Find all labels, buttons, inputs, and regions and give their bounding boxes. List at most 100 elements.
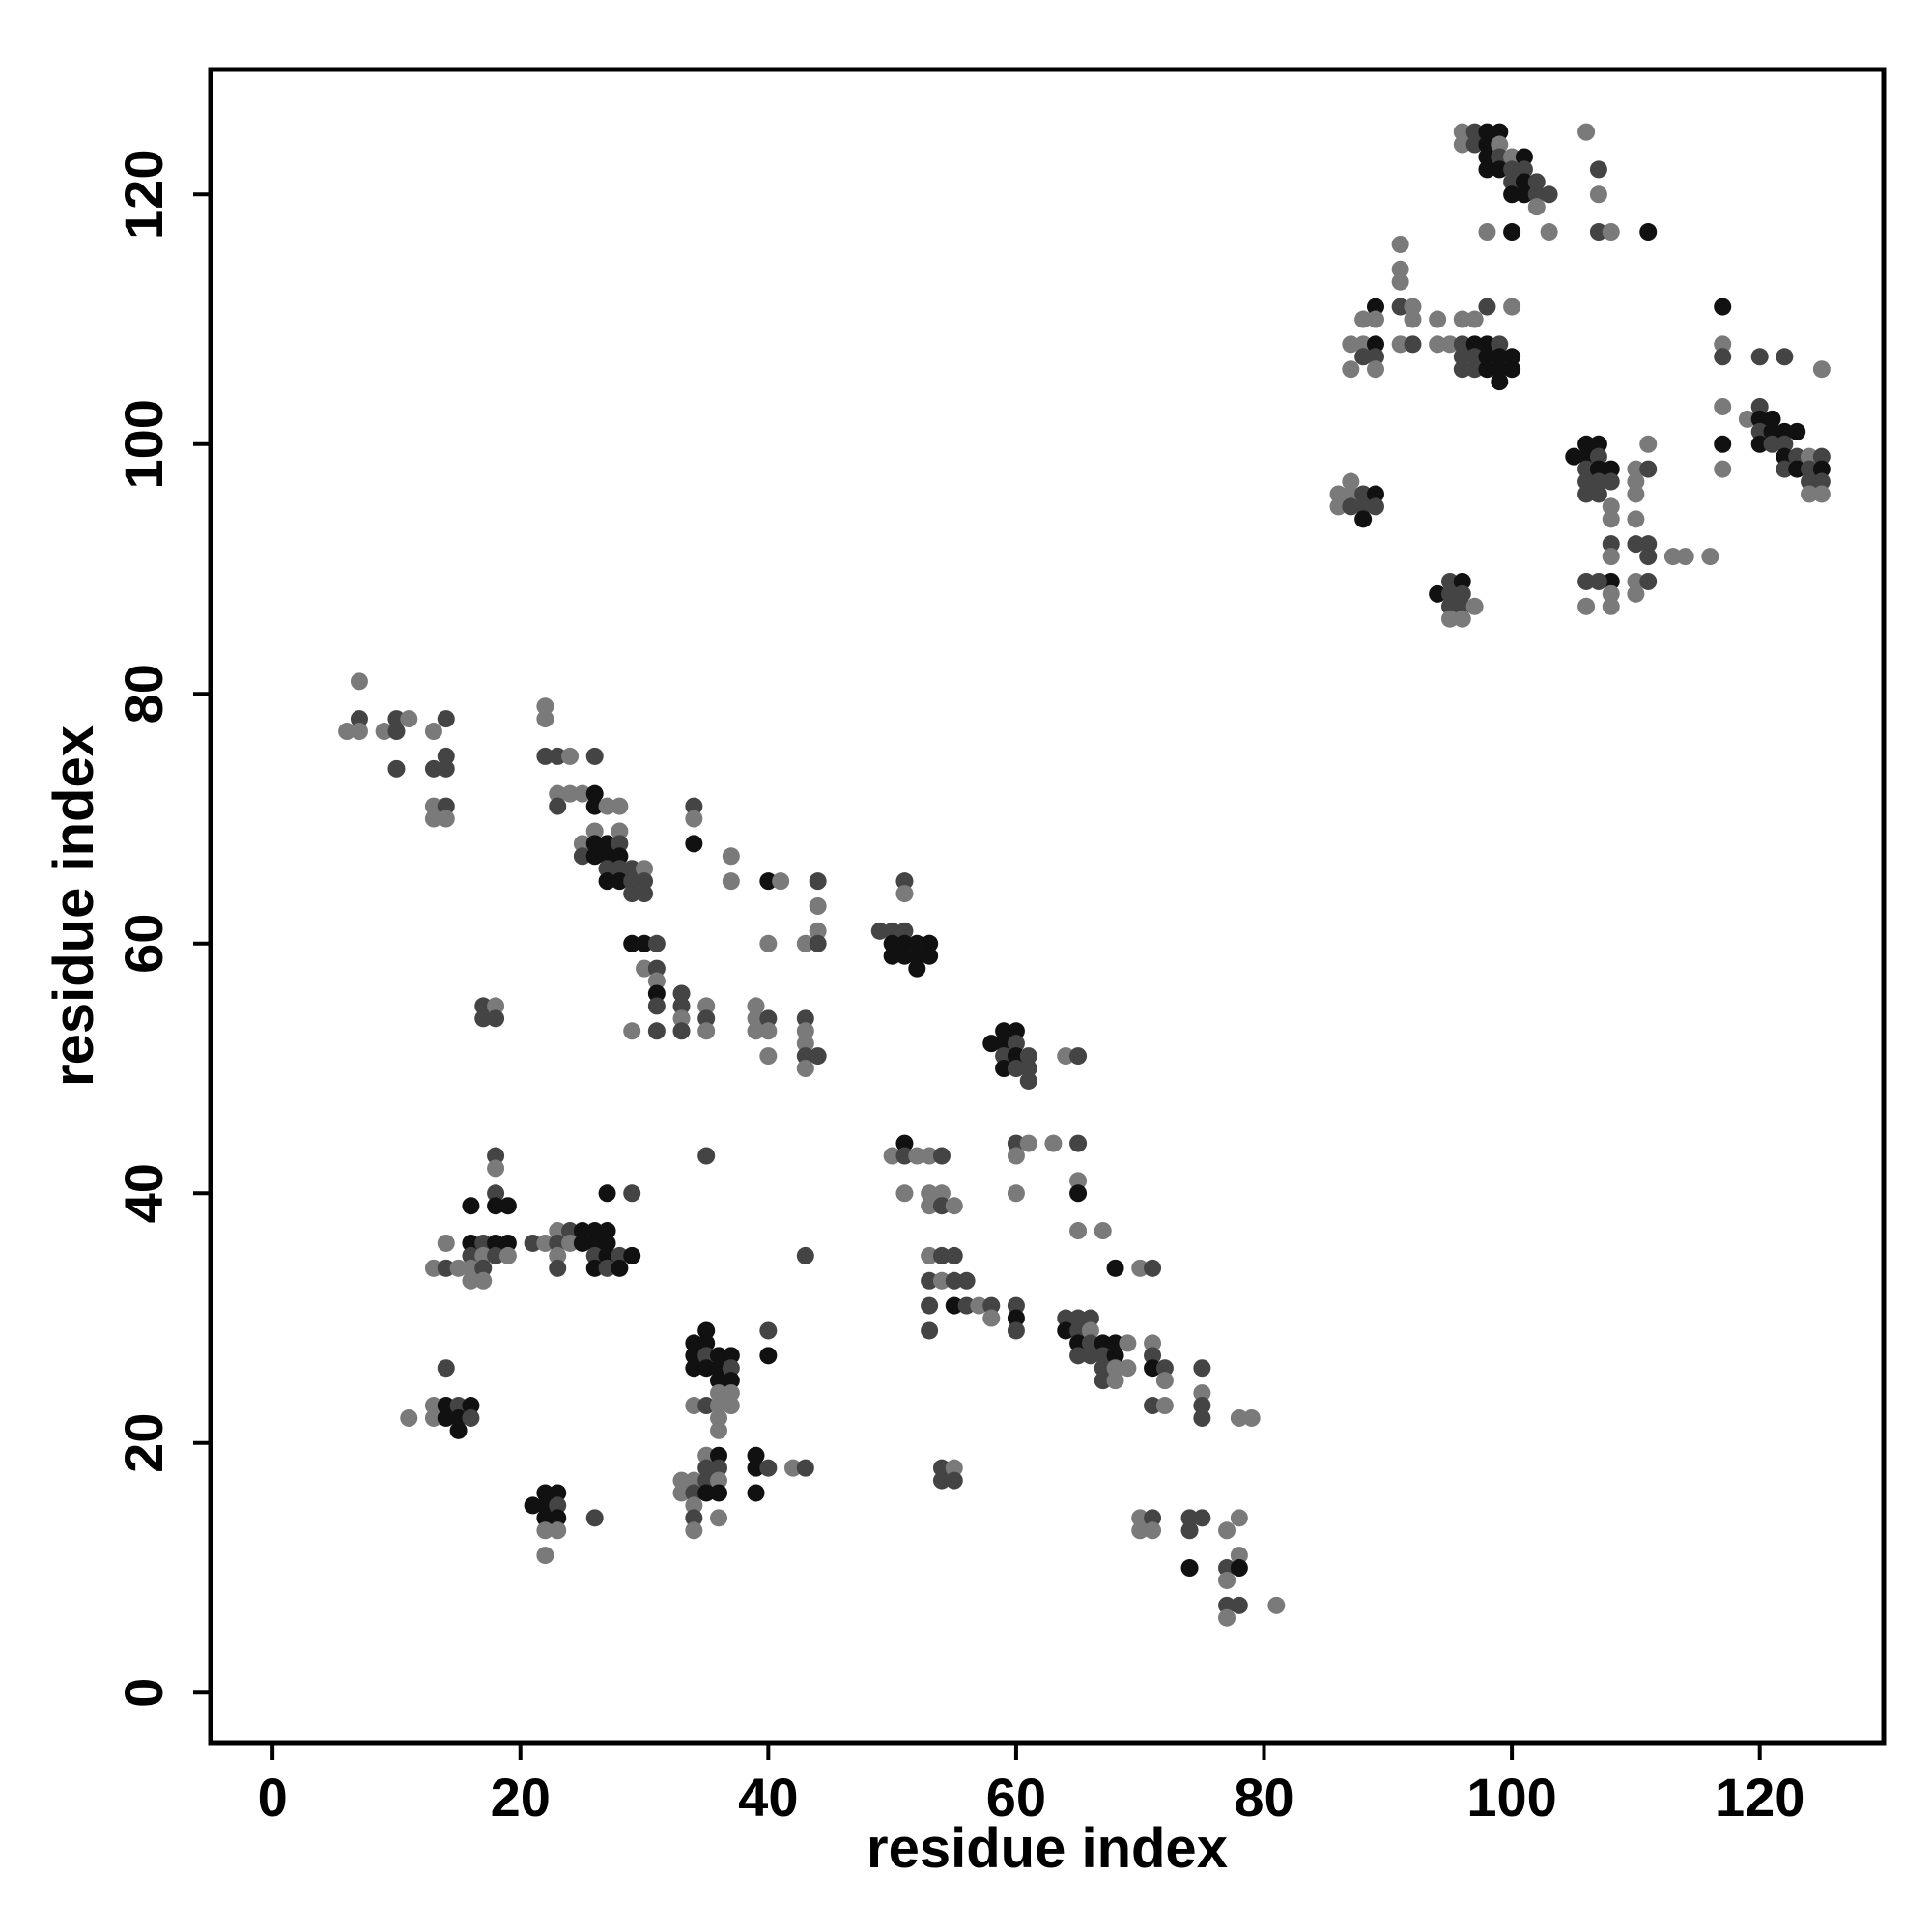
- data-point: [1119, 1334, 1137, 1352]
- data-point: [883, 947, 901, 965]
- data-point: [1627, 472, 1645, 491]
- data-point: [697, 1022, 716, 1040]
- data-point: [437, 1408, 455, 1427]
- data-point: [672, 1022, 691, 1040]
- data-point: [424, 1408, 442, 1427]
- data-point: [1106, 1347, 1124, 1365]
- data-point: [1155, 1359, 1174, 1378]
- data-point: [1763, 435, 1781, 453]
- data-point: [585, 822, 604, 840]
- data-point: [1440, 610, 1459, 628]
- x-tick-label: 40: [738, 1767, 798, 1828]
- data-point: [449, 1259, 468, 1277]
- x-tick-label: 60: [986, 1767, 1046, 1828]
- data-point: [1081, 1321, 1099, 1340]
- data-point: [1602, 584, 1620, 603]
- data-point: [462, 1271, 480, 1290]
- data-point: [1602, 460, 1620, 478]
- data-point: [1069, 1172, 1088, 1190]
- data-point: [1391, 335, 1409, 354]
- data-point: [449, 1421, 468, 1439]
- data-point: [932, 1184, 951, 1203]
- data-point: [710, 1359, 728, 1378]
- data-point: [1503, 298, 1521, 316]
- data-point: [1193, 1397, 1211, 1415]
- data-point: [1144, 1397, 1162, 1415]
- data-point: [722, 1347, 740, 1365]
- data-point: [1491, 148, 1509, 166]
- data-point: [437, 810, 455, 828]
- data-point: [1714, 435, 1732, 453]
- data-point: [462, 1397, 480, 1415]
- data-point: [1144, 1347, 1162, 1365]
- data-point: [685, 810, 703, 828]
- data-point: [647, 934, 666, 952]
- data-point: [1738, 410, 1756, 428]
- data-point: [1491, 160, 1509, 179]
- data-point: [921, 1321, 939, 1340]
- data-point: [549, 1222, 567, 1240]
- data-point: [1627, 584, 1645, 603]
- x-tick-label: 120: [1715, 1767, 1804, 1828]
- data-point: [585, 1509, 604, 1527]
- data-point: [908, 1147, 926, 1165]
- data-point: [895, 934, 914, 952]
- data-point: [1491, 348, 1509, 366]
- data-point: [647, 1022, 666, 1040]
- data-point: [1714, 348, 1732, 366]
- data-point: [1750, 422, 1769, 440]
- data-point: [549, 1246, 567, 1264]
- data-point: [1354, 348, 1373, 366]
- data-point: [1676, 548, 1694, 566]
- data-point: [1106, 1372, 1124, 1390]
- data-point: [549, 797, 567, 815]
- data-point: [585, 747, 604, 765]
- data-point: [1044, 1134, 1063, 1152]
- data-point: [796, 934, 814, 952]
- data-point: [697, 1334, 716, 1352]
- data-point: [1453, 610, 1471, 628]
- data-point: [895, 1134, 914, 1152]
- data-point: [1478, 160, 1496, 179]
- data-point: [524, 1234, 542, 1252]
- data-point: [1453, 335, 1471, 354]
- data-point: [1589, 223, 1607, 242]
- data-point: [1193, 1509, 1211, 1527]
- data-point: [1218, 1521, 1236, 1540]
- data-point: [647, 997, 666, 1015]
- data-point: [809, 922, 827, 940]
- data-point: [796, 1047, 814, 1065]
- data-point: [611, 822, 629, 840]
- data-point: [685, 1347, 703, 1365]
- data-point: [1354, 497, 1373, 516]
- data-point: [1180, 1509, 1199, 1527]
- data-point: [1527, 185, 1546, 204]
- data-point: [921, 1197, 939, 1215]
- data-point: [536, 710, 554, 728]
- data-point: [573, 847, 591, 866]
- data-point: [1491, 373, 1509, 391]
- data-point: [685, 1484, 703, 1502]
- data-point: [549, 784, 567, 803]
- data-point: [623, 934, 641, 952]
- data-point: [1453, 360, 1471, 379]
- data-point: [945, 1471, 963, 1490]
- data-point: [759, 1022, 778, 1040]
- data-point: [1627, 460, 1645, 478]
- data-point: [585, 1259, 604, 1277]
- x-axis: 0 20 40 60 80 100 120: [258, 1743, 1804, 1828]
- data-point: [932, 1197, 951, 1215]
- data-point: [647, 959, 666, 978]
- y-tick-label: 120: [113, 150, 174, 240]
- data-point: [1342, 335, 1360, 354]
- data-point: [1491, 335, 1509, 354]
- data-point: [585, 847, 604, 866]
- data-point: [1007, 1022, 1025, 1040]
- data-point: [982, 1296, 1001, 1315]
- data-point: [895, 885, 914, 903]
- data-point: [908, 959, 926, 978]
- data-point: [536, 1484, 554, 1502]
- data-point: [1453, 348, 1471, 366]
- y-tick-label: 60: [113, 914, 174, 974]
- data-point: [424, 797, 442, 815]
